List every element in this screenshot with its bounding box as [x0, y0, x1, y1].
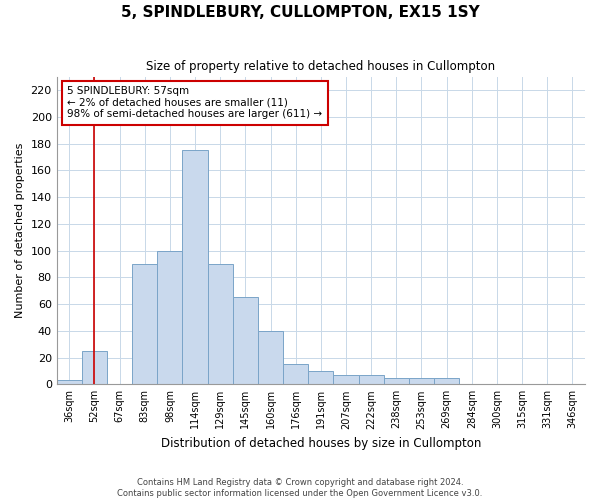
- Bar: [132, 264, 157, 384]
- Text: 5 SPINDLEBURY: 57sqm
← 2% of detached houses are smaller (11)
98% of semi-detach: 5 SPINDLEBURY: 57sqm ← 2% of detached ho…: [67, 86, 322, 120]
- Bar: [56, 380, 82, 384]
- Bar: [82, 351, 107, 384]
- Bar: [308, 371, 334, 384]
- Bar: [409, 378, 434, 384]
- Bar: [182, 150, 208, 384]
- Text: 5, SPINDLEBURY, CULLOMPTON, EX15 1SY: 5, SPINDLEBURY, CULLOMPTON, EX15 1SY: [121, 5, 479, 20]
- Bar: [157, 250, 182, 384]
- Text: Contains HM Land Registry data © Crown copyright and database right 2024.
Contai: Contains HM Land Registry data © Crown c…: [118, 478, 482, 498]
- Bar: [359, 375, 384, 384]
- X-axis label: Distribution of detached houses by size in Cullompton: Distribution of detached houses by size …: [161, 437, 481, 450]
- Bar: [258, 331, 283, 384]
- Bar: [334, 375, 359, 384]
- Bar: [434, 378, 459, 384]
- Bar: [208, 264, 233, 384]
- Bar: [384, 378, 409, 384]
- Bar: [233, 298, 258, 384]
- Bar: [283, 364, 308, 384]
- Y-axis label: Number of detached properties: Number of detached properties: [15, 143, 25, 318]
- Title: Size of property relative to detached houses in Cullompton: Size of property relative to detached ho…: [146, 60, 496, 73]
